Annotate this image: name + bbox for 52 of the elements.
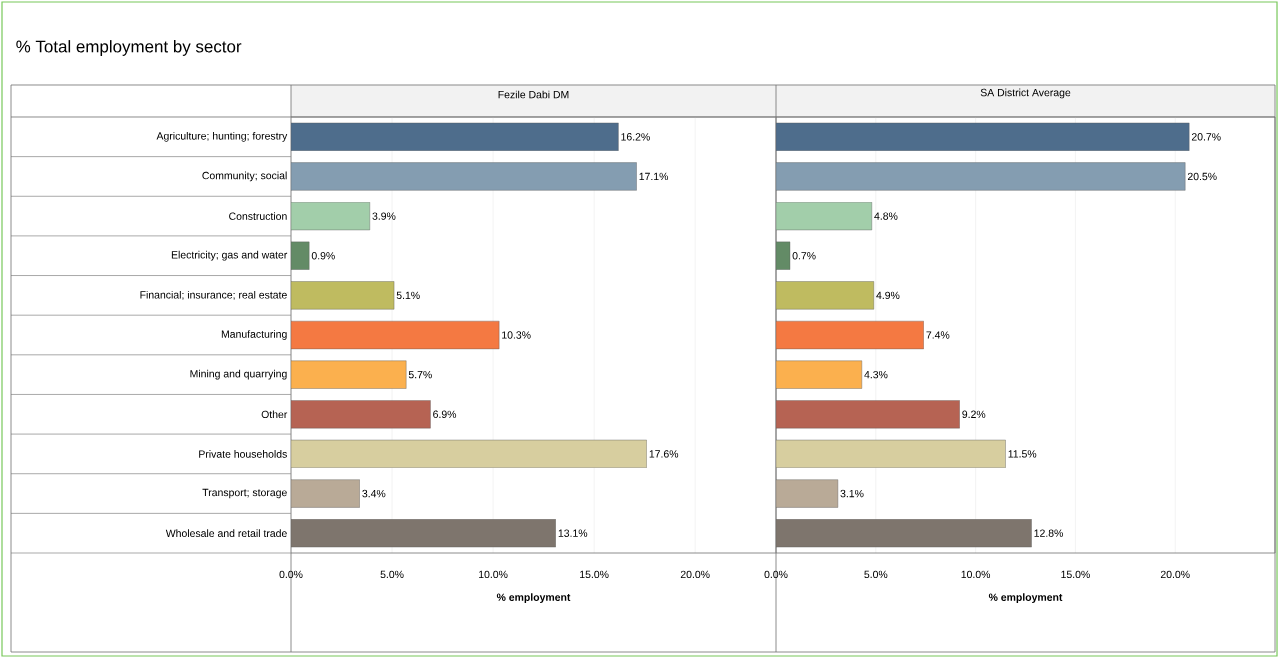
y-tick-label: Agriculture; hunting; forestry [156,131,288,142]
x-tick-label: 10.0% [961,570,991,579]
y-tick-label: Private households [199,450,287,458]
data-label: 17.6% [649,450,679,458]
data-label: 4.3% [864,370,888,379]
y-tick-label: Electricity; gas and water [171,250,288,261]
data-label: 3.9% [372,212,396,220]
chart-subtitle: SA District Average [980,88,1071,99]
data-label: 20.7% [1191,133,1221,141]
data-label: 3.4% [362,489,386,498]
x-tick-label: 0.0% [764,570,788,579]
chart-subtitle: Fezile Dabi DM [498,90,569,99]
x-tick-label: 15.0% [580,570,609,579]
data-label: 10.3% [502,331,531,339]
data-label: 6.9% [433,410,457,418]
y-tick-label: Construction [229,212,287,220]
data-label: 0.9% [311,252,335,260]
data-label: 3.1% [840,489,864,498]
x-axis-title: % employment [988,593,1063,604]
x-tick-label: 0.0% [279,570,303,579]
data-label: 0.7% [792,252,816,260]
y-tick-label: Financial; insurance; real estate [140,290,287,300]
x-tick-label: 15.0% [1061,570,1090,579]
data-label: 20.5% [1187,172,1217,181]
data-label: 4.9% [876,291,900,300]
y-tick-label: Transport; storage [202,488,287,499]
data-label: 5.1% [396,291,420,300]
data-label: 4.8% [874,212,898,220]
bar [776,400,960,429]
y-tick-label: Community; social [202,171,287,182]
data-label: 7.4% [926,331,950,339]
text: % Total employment by sector [16,40,242,56]
x-tick-label: 5.0% [864,570,888,579]
data-label: 12.8% [1034,529,1063,537]
y-tick-label: Wholesale and retail trade [165,529,287,538]
bar [776,162,1186,191]
bar [776,519,1032,548]
x-tick-label: 20.0% [680,570,710,579]
data-label: 13.1% [558,529,588,537]
bar [776,122,1190,151]
y-tick-label: Mining and quarrying [190,369,287,380]
data-label: 17.1% [639,172,669,181]
y-tick-label: Other [261,410,288,419]
y-tick-label: Manufacturing [221,330,287,340]
data-label: 5.7% [408,370,432,379]
data-label: 9.2% [962,410,986,418]
x-tick-label: 5.0% [380,570,404,579]
x-tick-label: 20.0% [1160,570,1190,579]
data-label: 16.2% [621,133,650,141]
data-label: 11.5% [1008,450,1037,458]
x-tick-label: 10.0% [479,570,508,579]
x-axis-title: % employment [496,593,571,604]
